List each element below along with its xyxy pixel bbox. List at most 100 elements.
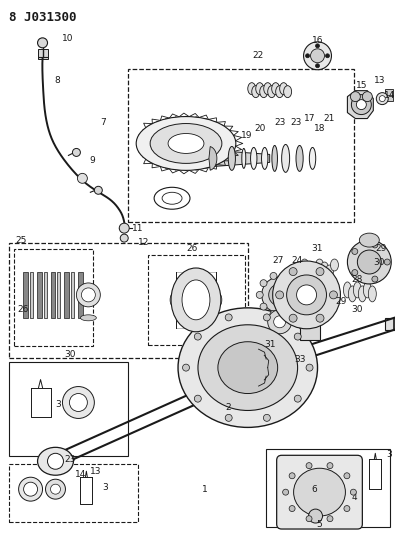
Circle shape [94,187,102,194]
Circle shape [183,364,190,371]
FancyBboxPatch shape [277,455,362,529]
Circle shape [344,506,350,512]
Ellipse shape [296,146,303,171]
Circle shape [306,516,312,522]
Circle shape [283,489,289,495]
Text: 3: 3 [386,450,392,459]
Ellipse shape [182,280,210,320]
Circle shape [269,284,291,306]
Text: 25: 25 [15,236,26,245]
Ellipse shape [309,148,316,169]
Text: 3: 3 [103,483,108,491]
Bar [385,88,393,101]
Text: 23: 23 [274,118,286,127]
Circle shape [263,414,270,421]
Circle shape [352,270,358,276]
Polygon shape [347,91,373,118]
Text: 21: 21 [324,114,335,123]
Ellipse shape [364,282,371,298]
Circle shape [260,303,267,310]
Bar [266,449,390,527]
Ellipse shape [248,83,256,95]
Circle shape [262,277,297,313]
Ellipse shape [353,282,362,298]
Circle shape [119,223,129,233]
Text: 20: 20 [254,124,265,133]
Circle shape [379,95,385,102]
Ellipse shape [136,117,236,171]
Ellipse shape [358,286,366,302]
Circle shape [329,291,337,299]
Circle shape [372,242,378,248]
Text: 9: 9 [89,156,95,165]
Text: 23: 23 [65,455,76,464]
Ellipse shape [359,233,379,247]
Ellipse shape [170,293,178,307]
Ellipse shape [272,146,278,171]
Bar [9,243,248,358]
Text: 14: 14 [75,470,86,479]
Text: 31: 31 [264,340,276,349]
Circle shape [273,261,341,329]
Text: 23: 23 [290,118,301,127]
Bar [300,320,320,340]
Ellipse shape [261,148,268,169]
Ellipse shape [192,278,200,292]
Ellipse shape [260,86,268,98]
Ellipse shape [80,315,96,321]
Ellipse shape [38,447,73,475]
Ellipse shape [171,268,221,332]
Circle shape [268,310,291,334]
Circle shape [194,395,201,402]
Circle shape [69,393,88,411]
Text: 6: 6 [312,484,318,494]
Circle shape [225,314,232,321]
Text: 26: 26 [186,244,198,253]
Ellipse shape [252,86,260,98]
Circle shape [63,386,94,418]
Circle shape [287,275,326,315]
Text: 30: 30 [65,350,76,359]
Text: 17: 17 [304,114,315,123]
Text: 18: 18 [314,124,325,133]
Circle shape [350,92,360,102]
Circle shape [344,473,350,479]
Ellipse shape [214,293,222,307]
Text: 14: 14 [384,91,395,100]
Circle shape [326,54,329,58]
Circle shape [316,44,320,48]
Ellipse shape [150,124,222,164]
Circle shape [296,292,303,298]
Ellipse shape [242,148,246,168]
Bar [9,362,128,456]
Text: 3: 3 [55,400,61,409]
Circle shape [362,92,372,102]
Circle shape [72,148,80,156]
Circle shape [289,506,295,512]
Circle shape [316,314,324,322]
Circle shape [351,95,371,115]
Circle shape [289,268,297,276]
Ellipse shape [256,83,264,95]
Text: 8 J031300: 8 J031300 [9,11,76,24]
Circle shape [289,314,297,322]
Circle shape [256,292,263,298]
Bar [9,464,138,522]
Circle shape [292,303,299,310]
Circle shape [82,288,95,302]
Bar [30,272,32,318]
Ellipse shape [280,83,287,95]
Text: 12: 12 [137,238,149,247]
Ellipse shape [228,147,236,171]
Text: 7: 7 [101,118,106,127]
Circle shape [376,93,388,104]
Circle shape [327,463,333,469]
Bar [78,272,84,318]
Ellipse shape [192,308,200,322]
Ellipse shape [301,259,308,271]
Ellipse shape [168,133,204,154]
Ellipse shape [306,262,314,274]
Ellipse shape [276,86,284,98]
Ellipse shape [208,303,215,318]
Text: 1: 1 [202,484,208,494]
